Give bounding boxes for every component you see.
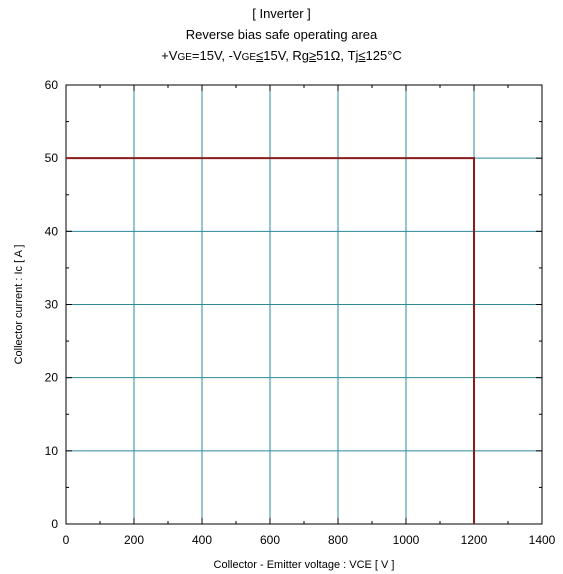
- data-series: [66, 157, 475, 524]
- cond-part: +V: [161, 48, 178, 63]
- cond-part: 51Ω, Tj: [316, 48, 359, 63]
- x-tick-label: 200: [124, 533, 144, 547]
- y-axis-label: Collector current : Ic [ A ]: [13, 245, 25, 365]
- x-tick-labels: 0 200 400 600 800 1000 1200 1400: [63, 533, 556, 547]
- y-tick-label: 50: [45, 151, 59, 165]
- y-tick-label: 40: [45, 224, 59, 238]
- x-tick-label: 800: [328, 533, 348, 547]
- rbsoa-line: [66, 157, 475, 524]
- y-tick-label: 20: [45, 371, 59, 385]
- cond-symbol: ≥: [309, 48, 317, 63]
- plot-frame: [65, 84, 543, 525]
- y-tick-label: 30: [45, 298, 59, 312]
- chart-subtitle: Reverse bias safe operating area: [185, 27, 378, 42]
- x-axis-label: Collector - Emitter voltage : VCE [ V ]: [214, 559, 395, 571]
- y-tick-label: 0: [51, 517, 58, 531]
- x-tick-label: 1200: [461, 533, 488, 547]
- x-tick-label: 600: [260, 533, 280, 547]
- x-tick-label: 400: [192, 533, 212, 547]
- y-tick-label: 10: [45, 444, 59, 458]
- x-tick-label: 0: [63, 533, 70, 547]
- chart-conditions: +VGE=15V, -VGE≤15V, Rg≥51Ω, Tj≤125°C: [0, 48, 563, 63]
- cond-part: =15V, -V: [191, 48, 242, 63]
- x-tick-label: 1000: [393, 533, 420, 547]
- cond-sub: GE: [241, 52, 257, 63]
- y-tick-label: 60: [45, 78, 59, 92]
- cond-part: 15V, Rg: [263, 48, 310, 63]
- cond-symbol: ≤: [358, 48, 366, 63]
- cond-part: 125°C: [365, 48, 402, 63]
- x-tick-label: 1400: [529, 533, 556, 547]
- cond-sub: GE: [177, 52, 192, 63]
- chart-title: [ Inverter ]: [252, 6, 311, 21]
- y-tick-labels: 0 10 20 30 40 50 60: [45, 78, 59, 531]
- grid-lines: [66, 85, 542, 524]
- cond-symbol: ≤: [256, 48, 264, 63]
